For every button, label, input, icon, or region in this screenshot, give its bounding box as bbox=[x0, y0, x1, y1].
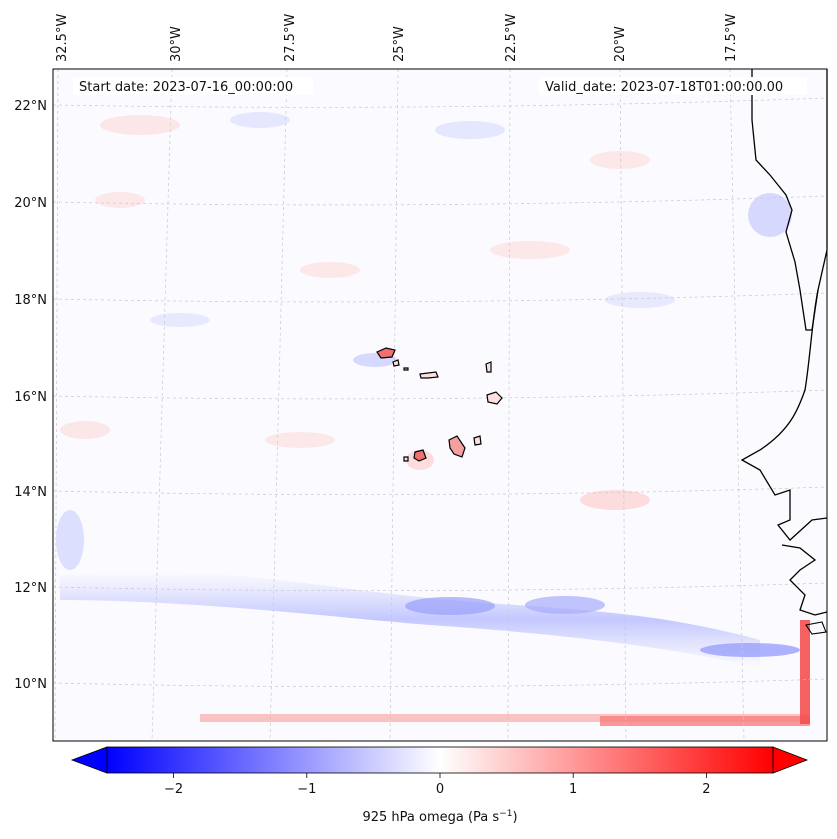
colorbar-tick-label: 2 bbox=[702, 782, 710, 797]
valid-date-box bbox=[539, 77, 807, 95]
meridian-line bbox=[54, 69, 59, 741]
latitude-label: 10°N bbox=[14, 677, 47, 692]
longitude-label: 20°W bbox=[613, 26, 628, 62]
coastline-islands bbox=[805, 621, 827, 635]
colorbar-label: 925 hPa omega (Pa s−1) bbox=[362, 809, 517, 825]
parallel-line bbox=[53, 678, 827, 688]
longitude-label: 25°W bbox=[392, 26, 407, 62]
colorbar-tick-label: 0 bbox=[436, 782, 444, 797]
island-maio bbox=[473, 435, 482, 446]
island-sao-nicolau bbox=[419, 371, 439, 379]
colorbar: −2 −1 0 1 2 925 hPa omega (Pa s−1) bbox=[70, 746, 809, 825]
island-santo-antao bbox=[376, 347, 396, 359]
omega-rim-right bbox=[800, 620, 810, 724]
longitude-label: 32.5°W bbox=[55, 14, 70, 62]
meridian-line bbox=[619, 69, 627, 741]
omega-rim-bottom bbox=[600, 716, 810, 726]
latitude-label: 14°N bbox=[14, 485, 47, 500]
omega-patch bbox=[435, 121, 505, 139]
omega-patch bbox=[605, 292, 675, 308]
longitude-label: 27.5°W bbox=[283, 14, 298, 62]
coastline-senegal bbox=[740, 289, 828, 541]
colorbar-max-extend bbox=[772, 746, 809, 774]
latitude-label: 20°N bbox=[14, 196, 47, 211]
island-boa-vista bbox=[486, 391, 503, 405]
meridian-line bbox=[269, 69, 288, 741]
omega-patch bbox=[490, 241, 570, 259]
omega-patch bbox=[95, 192, 145, 208]
valid-date-label: Valid_date: 2023-07-18T01:00:00.00 bbox=[545, 80, 783, 95]
longitude-label: 17.5°W bbox=[724, 14, 739, 62]
omega-patch bbox=[230, 112, 290, 128]
longitude-labels: 32.5°W 30°W 27.5°W 25°W 22.5°W 20°W 17.5°W bbox=[55, 14, 739, 62]
omega-patch bbox=[150, 313, 210, 327]
colorbar-tick-label: −1 bbox=[297, 782, 316, 797]
omega-patch bbox=[100, 115, 180, 135]
omega-field bbox=[56, 112, 810, 726]
omega-patch bbox=[405, 597, 495, 615]
latitude-labels: 22°N 20°N 18°N 16°N 14°N 12°N 10°N bbox=[14, 99, 47, 692]
parallel-line bbox=[53, 582, 827, 592]
map-frame bbox=[52, 68, 828, 742]
meridian-line bbox=[389, 69, 399, 741]
omega-patch bbox=[300, 262, 360, 278]
colorbar-gradient bbox=[107, 747, 773, 773]
omega-patch bbox=[580, 490, 650, 510]
omega-patch bbox=[60, 421, 110, 439]
island-sao-vicente bbox=[392, 359, 400, 367]
island-sal bbox=[485, 361, 492, 373]
island-santiago bbox=[448, 435, 466, 458]
map-panel: Start date: 2023-07-16_00:00:00 Valid_da… bbox=[52, 68, 828, 742]
graticule bbox=[53, 69, 827, 741]
parallel-line bbox=[53, 97, 827, 108]
latitude-label: 16°N bbox=[14, 390, 47, 405]
parallel-line bbox=[53, 389, 827, 400]
meridian-line bbox=[507, 69, 511, 741]
omega-patch bbox=[700, 643, 800, 657]
omega-rim-bottom bbox=[200, 714, 810, 722]
omega-ascent-band bbox=[60, 570, 760, 668]
start-date-box bbox=[73, 77, 313, 95]
latitude-label: 12°N bbox=[14, 581, 47, 596]
longitude-label: 22.5°W bbox=[504, 14, 519, 62]
omega-patch bbox=[590, 151, 650, 169]
meridian-line bbox=[151, 69, 173, 741]
omega-patch bbox=[56, 510, 84, 570]
island-brava bbox=[403, 456, 409, 462]
colorbar-tick-label: 1 bbox=[569, 782, 577, 797]
latitude-label: 22°N bbox=[14, 99, 47, 114]
latitude-label: 18°N bbox=[14, 293, 47, 308]
meridian-line bbox=[729, 69, 745, 741]
colorbar-tick-label: −2 bbox=[164, 782, 183, 797]
omega-patch bbox=[748, 193, 792, 237]
start-date-label: Start date: 2023-07-16_00:00:00 bbox=[79, 80, 293, 95]
colorbar-ticks: −2 −1 0 1 2 bbox=[164, 773, 711, 797]
longitude-label: 30°W bbox=[169, 26, 184, 62]
omega-patch bbox=[525, 596, 605, 614]
island-santa-luzia bbox=[403, 367, 409, 371]
coastline-guinea-bissau bbox=[781, 544, 828, 616]
island-fogo bbox=[413, 449, 427, 462]
parallel-line bbox=[53, 486, 827, 496]
parallel-line bbox=[53, 292, 827, 303]
parallel-line bbox=[53, 195, 827, 206]
cape-verde-islands bbox=[376, 347, 503, 462]
colorbar-min-extend bbox=[70, 746, 108, 774]
omega-patch bbox=[265, 432, 335, 448]
